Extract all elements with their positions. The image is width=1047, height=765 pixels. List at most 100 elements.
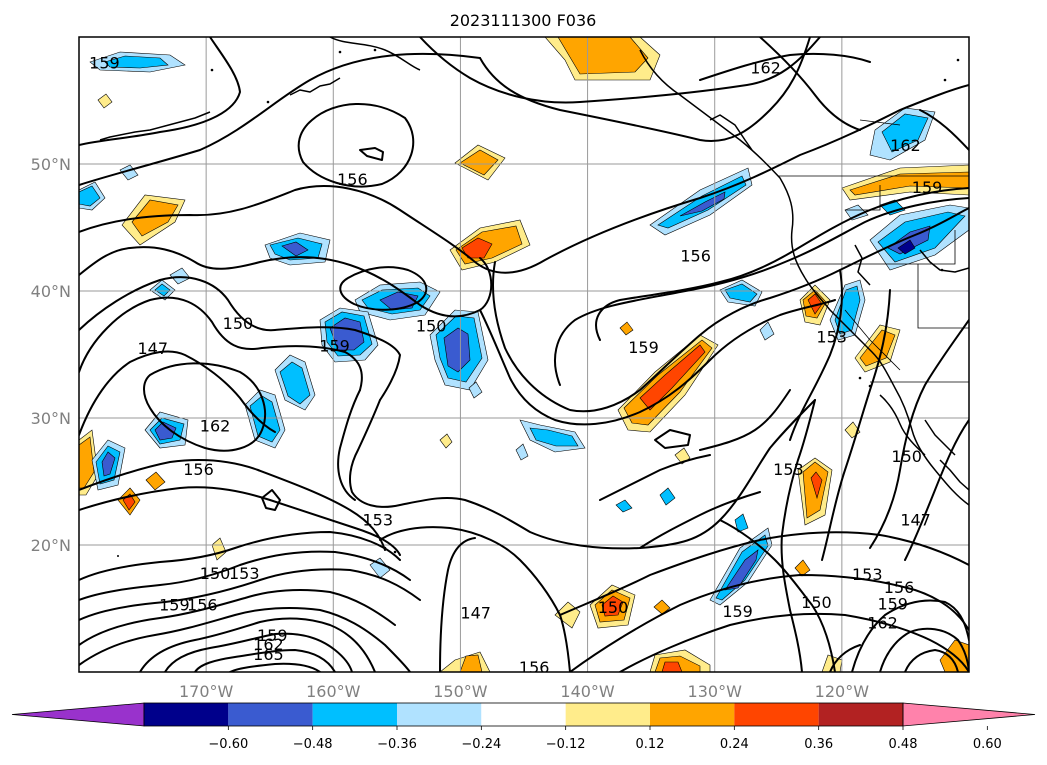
lat-tick-label: 20°N — [31, 536, 71, 555]
contour-label: 156 — [680, 246, 711, 265]
colorbar-bin — [565, 703, 650, 726]
contour-label: 162 — [867, 613, 898, 632]
contour-line — [339, 266, 428, 311]
map-background — [79, 37, 969, 672]
colorbar-bin — [312, 703, 397, 726]
lon-tick-label: 160°W — [306, 682, 361, 701]
lon-tick-label: 150°W — [433, 682, 488, 701]
contour-label: 162 — [890, 136, 921, 155]
contour-label: 156 — [337, 170, 368, 189]
contour-line — [337, 389, 361, 501]
contour-line — [559, 531, 969, 616]
shade-positive — [810, 471, 823, 500]
colorbar-tick-label: 0.36 — [804, 737, 833, 752]
border-line — [790, 230, 956, 265]
coastline — [939, 459, 969, 491]
contour-line — [492, 207, 969, 413]
political-borders — [778, 119, 969, 383]
latitude-labels: 50°N 40°N 30°N 20°N — [31, 155, 71, 555]
contour-line — [261, 489, 281, 511]
shade-positive — [639, 344, 706, 411]
shade-positive — [459, 654, 483, 672]
coastline — [804, 277, 969, 506]
lat-tick-label: 40°N — [31, 282, 71, 301]
contour-label: 153 — [773, 460, 804, 479]
longitude-labels: 170°W 160°W 150°W 140°W 130°W 120°W — [179, 682, 869, 701]
colorbar-extend-high — [902, 702, 1036, 727]
coastline — [854, 244, 871, 286]
shade-negative — [724, 283, 758, 303]
coastline — [924, 419, 956, 456]
coastline — [919, 249, 969, 273]
contour-label: 159 — [722, 602, 753, 621]
colorbar-tick-label: −0.24 — [461, 737, 501, 752]
contour-label: 159 — [257, 626, 288, 645]
map-frame — [78, 36, 970, 673]
shade-positive — [653, 599, 671, 615]
coastline — [879, 394, 926, 456]
island — [858, 376, 862, 380]
contour-line — [79, 276, 401, 401]
contour-line — [79, 459, 386, 551]
contour-label: 150 — [801, 593, 832, 612]
contour-line — [904, 419, 969, 561]
colorbar-tick-label: 0.12 — [636, 737, 665, 752]
shade-positive — [619, 321, 634, 336]
contour-line — [554, 197, 969, 386]
height-contours — [79, 37, 969, 672]
shade-positive — [794, 559, 811, 577]
contour-label: 147 — [137, 339, 168, 358]
colorbar-tick-label: −0.60 — [208, 737, 248, 752]
colorbar-bin — [144, 703, 229, 726]
contour-line — [79, 568, 421, 621]
shade-positive — [131, 199, 179, 237]
contour-line — [619, 612, 969, 672]
contour-label: 150 — [598, 598, 629, 617]
contour-line — [297, 102, 415, 188]
shade-negative — [881, 113, 929, 153]
shade-negative — [104, 55, 169, 69]
contour-line — [79, 350, 276, 436]
border-line — [859, 119, 901, 126]
contour-line — [789, 609, 803, 672]
contour-label: 156 — [884, 578, 915, 597]
shade-negative — [724, 549, 759, 591]
contour-line — [759, 37, 861, 131]
contour-label: 159 — [319, 337, 350, 356]
contour-line — [699, 389, 791, 451]
coastline — [709, 114, 753, 151]
colorbar-bin — [734, 703, 819, 726]
lon-tick-label: 140°W — [560, 682, 615, 701]
contour-line — [79, 606, 411, 672]
contour-label: 156 — [183, 460, 214, 479]
contour-line — [194, 649, 336, 672]
contour-line — [569, 574, 969, 672]
shade-positive — [97, 93, 113, 109]
lon-tick-label: 120°W — [815, 682, 870, 701]
colorbar-tick-label: 0.48 — [889, 737, 918, 752]
contour-label: 162 — [200, 417, 231, 436]
shade-negative — [659, 487, 676, 506]
contour-line — [479, 299, 836, 426]
border-line — [917, 264, 969, 329]
contour-label: 159 — [628, 338, 659, 357]
shade-positive — [145, 471, 166, 491]
island — [943, 78, 947, 82]
shade-negative — [369, 557, 391, 579]
map-title: 2023111300 F036 — [450, 11, 597, 30]
island — [266, 100, 270, 104]
coastlines — [99, 37, 969, 506]
contour-line — [79, 550, 411, 601]
colorbar: −0.60 −0.48 −0.36 −0.24 −0.12 0.12 0.24 0.36 0.4… — [11, 702, 1036, 752]
island — [393, 550, 397, 554]
contour-line — [349, 399, 816, 550]
contour-labels: 159 162 162 159 156 156 150 150 147 159 159 153 162 1… — [89, 53, 942, 672]
coastline — [329, 37, 421, 71]
contour-label: 153 — [229, 564, 260, 583]
island — [383, 546, 387, 550]
shade-positive — [601, 595, 624, 617]
shade-negative — [844, 204, 869, 221]
contour-line — [851, 599, 969, 672]
contour-label: 150 — [223, 314, 254, 333]
shade-negative — [679, 191, 726, 217]
